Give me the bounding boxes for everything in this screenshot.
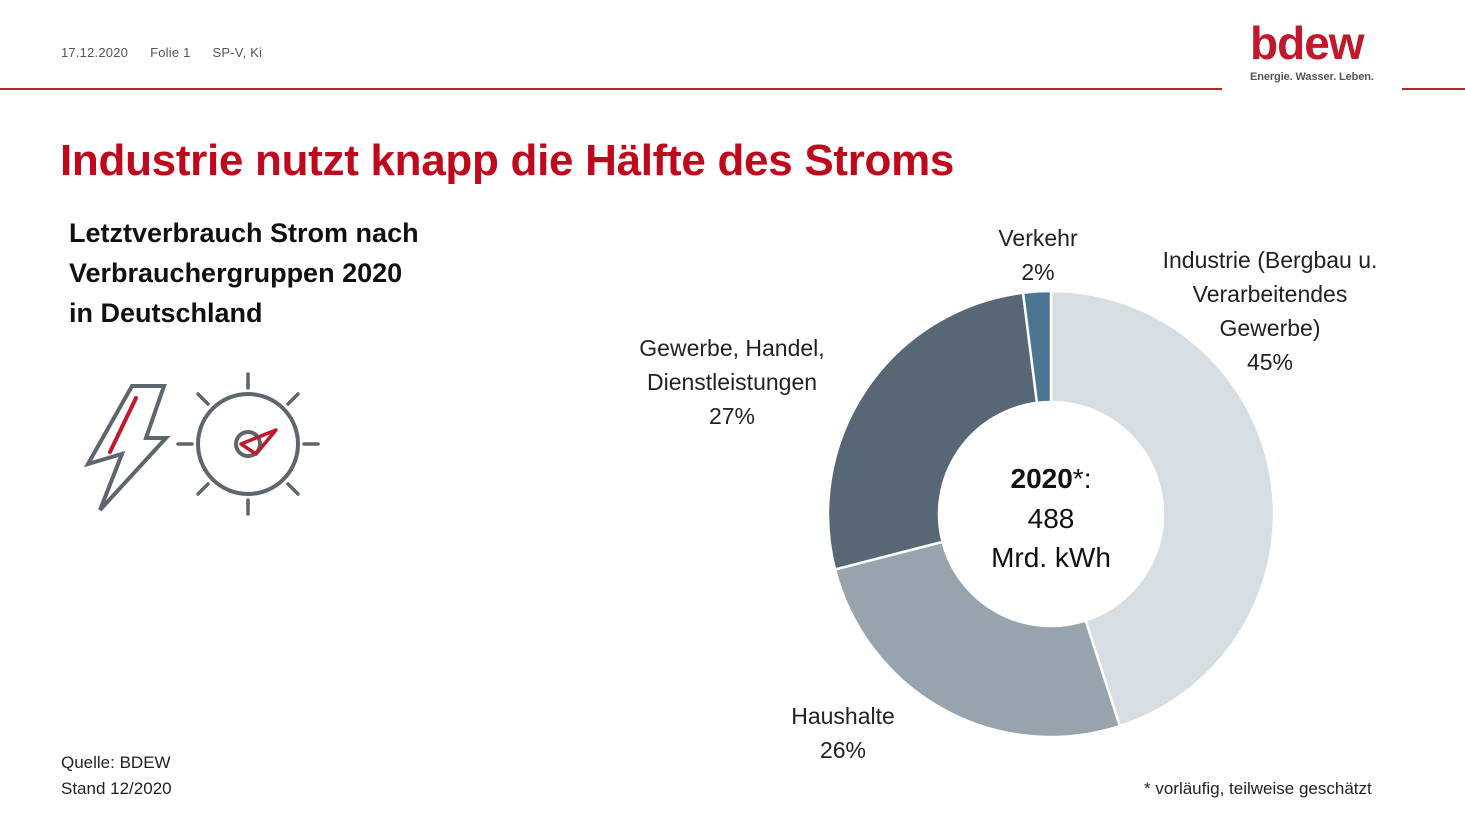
- slice-label-0: Industrie (Bergbau u. Verarbeitendes Gewer…: [1163, 247, 1378, 375]
- slide-meta: 17.12.2020 Folie 1 SP-V, Ki: [61, 45, 262, 60]
- donut-slice-3: [1021, 289, 1053, 405]
- slice-label-line: Haushalte: [791, 703, 895, 729]
- slice-label-line: Gewerbe, Handel,: [639, 335, 824, 361]
- source-line: Quelle: BDEW: [61, 753, 171, 772]
- slice-label-line: Verkehr: [998, 225, 1078, 251]
- slice-label-line: Gewerbe): [1220, 315, 1321, 341]
- status-line: Stand 12/2020: [61, 779, 172, 798]
- donut-slice-1: [833, 540, 1122, 739]
- subtitle-line-1: Letztverbrauch Strom nach: [69, 218, 419, 248]
- meter-dial-icon: [176, 372, 320, 516]
- slice-percent-0: 45%: [1247, 349, 1293, 375]
- chart-subtitle: Letztverbrauch Strom nach Verbrauchergru…: [69, 213, 489, 333]
- page-title: Industrie nutzt knapp die Hälfte des Str…: [60, 136, 955, 185]
- footnote: * vorläufig, teilweise geschätzt: [1144, 779, 1372, 798]
- bdew-logo: bdew Energie. Wasser. Leben.: [1250, 20, 1380, 83]
- source-note: Quelle: BDEW Stand 12/2020: [61, 750, 172, 802]
- slice-label-3: Verkehr 2%: [998, 225, 1078, 285]
- header-rule-left: [0, 88, 1222, 90]
- logo-wordmark: bdew: [1250, 17, 1365, 69]
- energy-icons: [80, 372, 330, 537]
- header-rule-right: [1402, 88, 1465, 90]
- donut-slice-2: [826, 291, 1039, 571]
- slice-percent-1: 26%: [820, 737, 866, 763]
- slice-label-line: Industrie (Bergbau u.: [1163, 247, 1378, 273]
- slice-label-line: Verarbeitendes: [1193, 281, 1348, 307]
- subtitle-line-3: in Deutschland: [69, 298, 263, 328]
- slide-date: 17.12.2020: [61, 45, 129, 60]
- slice-label-line: Dienstleistungen: [647, 369, 817, 395]
- lightning-bolt-icon: [83, 384, 171, 512]
- slice-label-2: Gewerbe, Handel, Dienstleistungen 27%: [639, 335, 824, 429]
- donut-slice-0: [1049, 289, 1276, 728]
- center-value: 488: [1028, 503, 1075, 534]
- slice-percent-3: 2%: [1021, 259, 1054, 285]
- center-year: 2020*:: [1011, 463, 1092, 494]
- slice-percent-2: 27%: [709, 403, 755, 429]
- subtitle-line-2: Verbrauchergruppen 2020: [69, 258, 403, 288]
- logo-tagline: Energie. Wasser. Leben.: [1250, 71, 1374, 83]
- slide-author: SP-V, Ki: [212, 45, 263, 60]
- slide-number: Folie 1: [150, 45, 191, 60]
- slice-label-1: Haushalte 26%: [791, 703, 895, 763]
- center-unit: Mrd. kWh: [991, 542, 1111, 573]
